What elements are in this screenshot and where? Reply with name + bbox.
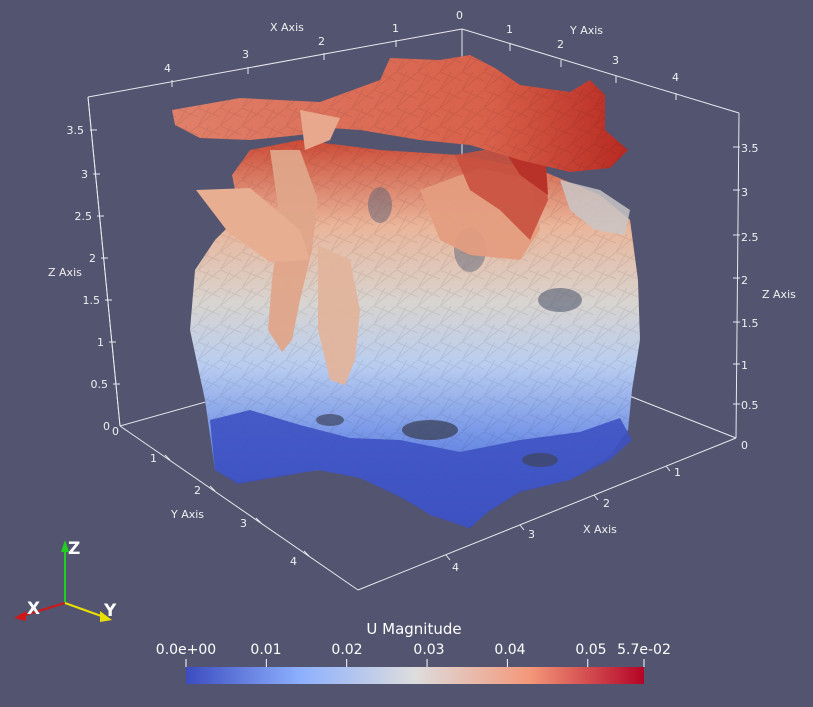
z-left-tick: 3 [81, 168, 88, 181]
y-bottom-tick: 3 [240, 517, 247, 530]
bounding-box-front [87, 96, 121, 427]
z-axis-title-right: Z Axis [762, 288, 796, 301]
z-left-tick: 2 [89, 252, 96, 265]
x-bottom-tick: 3 [528, 528, 535, 541]
z-left-tick: 2.5 [75, 210, 93, 223]
y-bottom-tick: 1 [150, 452, 157, 465]
y-top-tick: 3 [612, 54, 619, 67]
z-right-tick: 0 [741, 439, 748, 452]
color-legend[interactable]: U Magnitude 0.0e+00 0.01 0.02 0.03 0.04 … [156, 620, 671, 684]
legend-tick-label: 0.04 [494, 642, 525, 658]
y-bottom-tick: 2 [194, 484, 201, 497]
y-axis-title-top: Y Axis [569, 24, 603, 37]
x-axis-title-bottom: X Axis [583, 523, 617, 536]
z-right-tick: 3 [741, 186, 748, 199]
legend-tick-label: 0.05 [575, 642, 606, 658]
z-right-tick: 2.5 [741, 231, 759, 244]
y-axis-title-bottom: Y Axis [170, 508, 204, 521]
z-left-tick: 0 [103, 420, 110, 433]
x-top-tick: 2 [318, 35, 325, 48]
triad-x-label: X [27, 599, 40, 619]
x-arrowhead-icon [14, 611, 26, 621]
x-top-tick: 0 [456, 9, 463, 22]
z-left-tick: 1.5 [83, 294, 101, 307]
z-right-tick: 1 [741, 359, 748, 372]
y-bottom-tick: 4 [290, 555, 297, 568]
porous-volume-render [172, 55, 640, 528]
legend-tick-label: 0.01 [250, 642, 281, 658]
y-top-tick: 4 [672, 71, 679, 84]
x-top-tick: 3 [242, 48, 249, 61]
triad-y-label: Y [103, 601, 117, 621]
legend-tick-label: 5.7e-02 [617, 642, 671, 658]
z-right-tick: 3.5 [741, 142, 759, 155]
legend-tick-label: 0.02 [331, 642, 362, 658]
x-bottom-tick: 1 [674, 466, 681, 479]
y-axis-arrow [64, 602, 105, 618]
legend-tick-label: 0.0e+00 [156, 642, 216, 658]
z-left-tick: 3.5 [67, 124, 85, 137]
x-axis-arrow [21, 602, 66, 617]
z-arrowhead-icon [61, 540, 69, 552]
legend-ticks [185, 659, 645, 667]
y-top-tick: 1 [506, 23, 513, 36]
colorbar[interactable] [186, 667, 644, 684]
orientation-axes-triad: Z X Y [14, 539, 117, 622]
legend-title: U Magnitude [366, 620, 461, 638]
legend-tick-label: 0.03 [413, 642, 444, 658]
y-bottom-tick: 0 [112, 425, 119, 438]
z-axis-title-left: Z Axis [48, 266, 82, 279]
x-axis-title-top: X Axis [270, 21, 304, 34]
x-bottom-tick: 2 [603, 497, 610, 510]
triad-z-label: Z [68, 539, 80, 559]
z-left-tick: 1 [97, 336, 104, 349]
z-right-tick: 2 [741, 274, 748, 287]
y-top-tick: 2 [557, 38, 564, 51]
x-bottom-tick: 4 [452, 561, 459, 574]
z-left-tick: 0.5 [91, 378, 109, 391]
z-right-tick: 0.5 [741, 399, 759, 412]
x-top-tick: 1 [392, 22, 399, 35]
z-right-tick: 1.5 [741, 317, 759, 330]
y-arrowhead-icon [100, 611, 112, 622]
axis-ticks [90, 40, 740, 561]
x-top-tick: 4 [164, 62, 171, 75]
